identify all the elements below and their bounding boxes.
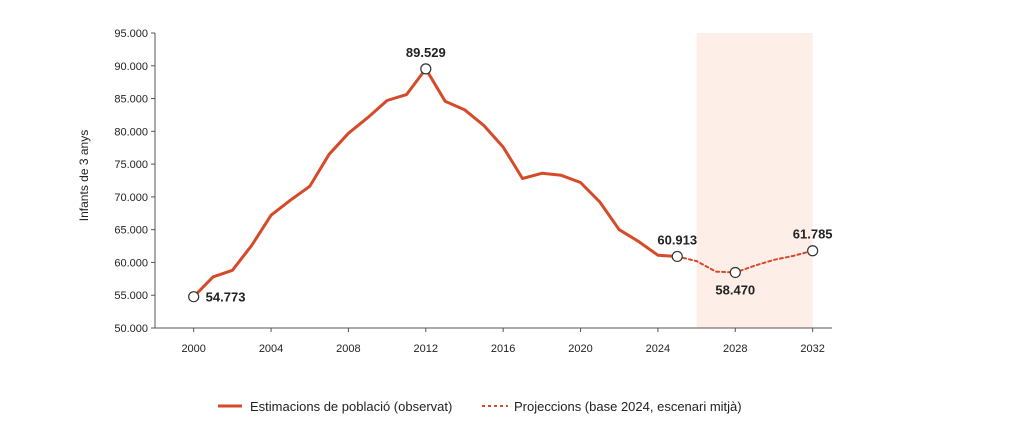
data-value-label: 60.913 (657, 232, 697, 247)
legend: Estimacions de població (observat) Proje… (218, 399, 742, 414)
data-point-marker (729, 266, 741, 279)
data-value-label: 61.785 (793, 227, 833, 242)
y-tick-label: 65.000 (114, 225, 148, 237)
x-tick-label: 2020 (568, 343, 592, 355)
projection-region-rect (696, 33, 813, 328)
projection-shaded-region (696, 33, 813, 328)
data-point-marker (807, 245, 819, 257)
data-value-label: 89.529 (406, 45, 446, 60)
y-tick-label: 95.000 (114, 28, 148, 40)
observed-series-line (192, 67, 679, 299)
legend-projection-label: Projeccions (base 2024, escenari mitjà) (514, 399, 742, 414)
data-labels: 54.773 89.529 60.913 58.470 61.785 (206, 45, 833, 305)
y-tick-label: 50.000 (114, 323, 148, 335)
x-tick-label: 2000 (181, 343, 205, 355)
y-tick-label: 70.000 (114, 192, 148, 204)
x-tick-label: 2032 (800, 343, 824, 355)
axes: 50.000 55.000 60.000 65.000 70.000 75.000 80.0… (114, 28, 832, 355)
legend-observed-label: Estimacions de població (observat) (250, 399, 452, 414)
projection-series-line (676, 249, 814, 274)
highlighted-points (188, 63, 819, 303)
data-point-marker (188, 291, 200, 303)
y-tick-label: 90.000 (114, 61, 148, 73)
data-value-label: 58.470 (715, 282, 755, 297)
y-tick-label: 80.000 (114, 126, 148, 138)
x-tick-label: 2004 (259, 343, 283, 355)
y-tick-label: 75.000 (114, 159, 148, 171)
x-tick-label: 2024 (646, 343, 670, 355)
x-tick-label: 2008 (336, 343, 360, 355)
data-point-marker (420, 63, 432, 75)
y-tick-label: 60.000 (114, 257, 148, 269)
series-lines (192, 67, 814, 299)
x-tick-label: 2028 (723, 343, 747, 355)
y-tick-label: 55.000 (114, 290, 148, 302)
x-tick-label: 2012 (414, 343, 438, 355)
x-tick-label: 2016 (491, 343, 515, 355)
data-value-label: 54.773 (206, 290, 246, 305)
y-axis-label: Infants de 3 anys (77, 130, 91, 221)
y-tick-label: 85.000 (114, 94, 148, 106)
data-point-marker (671, 250, 683, 263)
